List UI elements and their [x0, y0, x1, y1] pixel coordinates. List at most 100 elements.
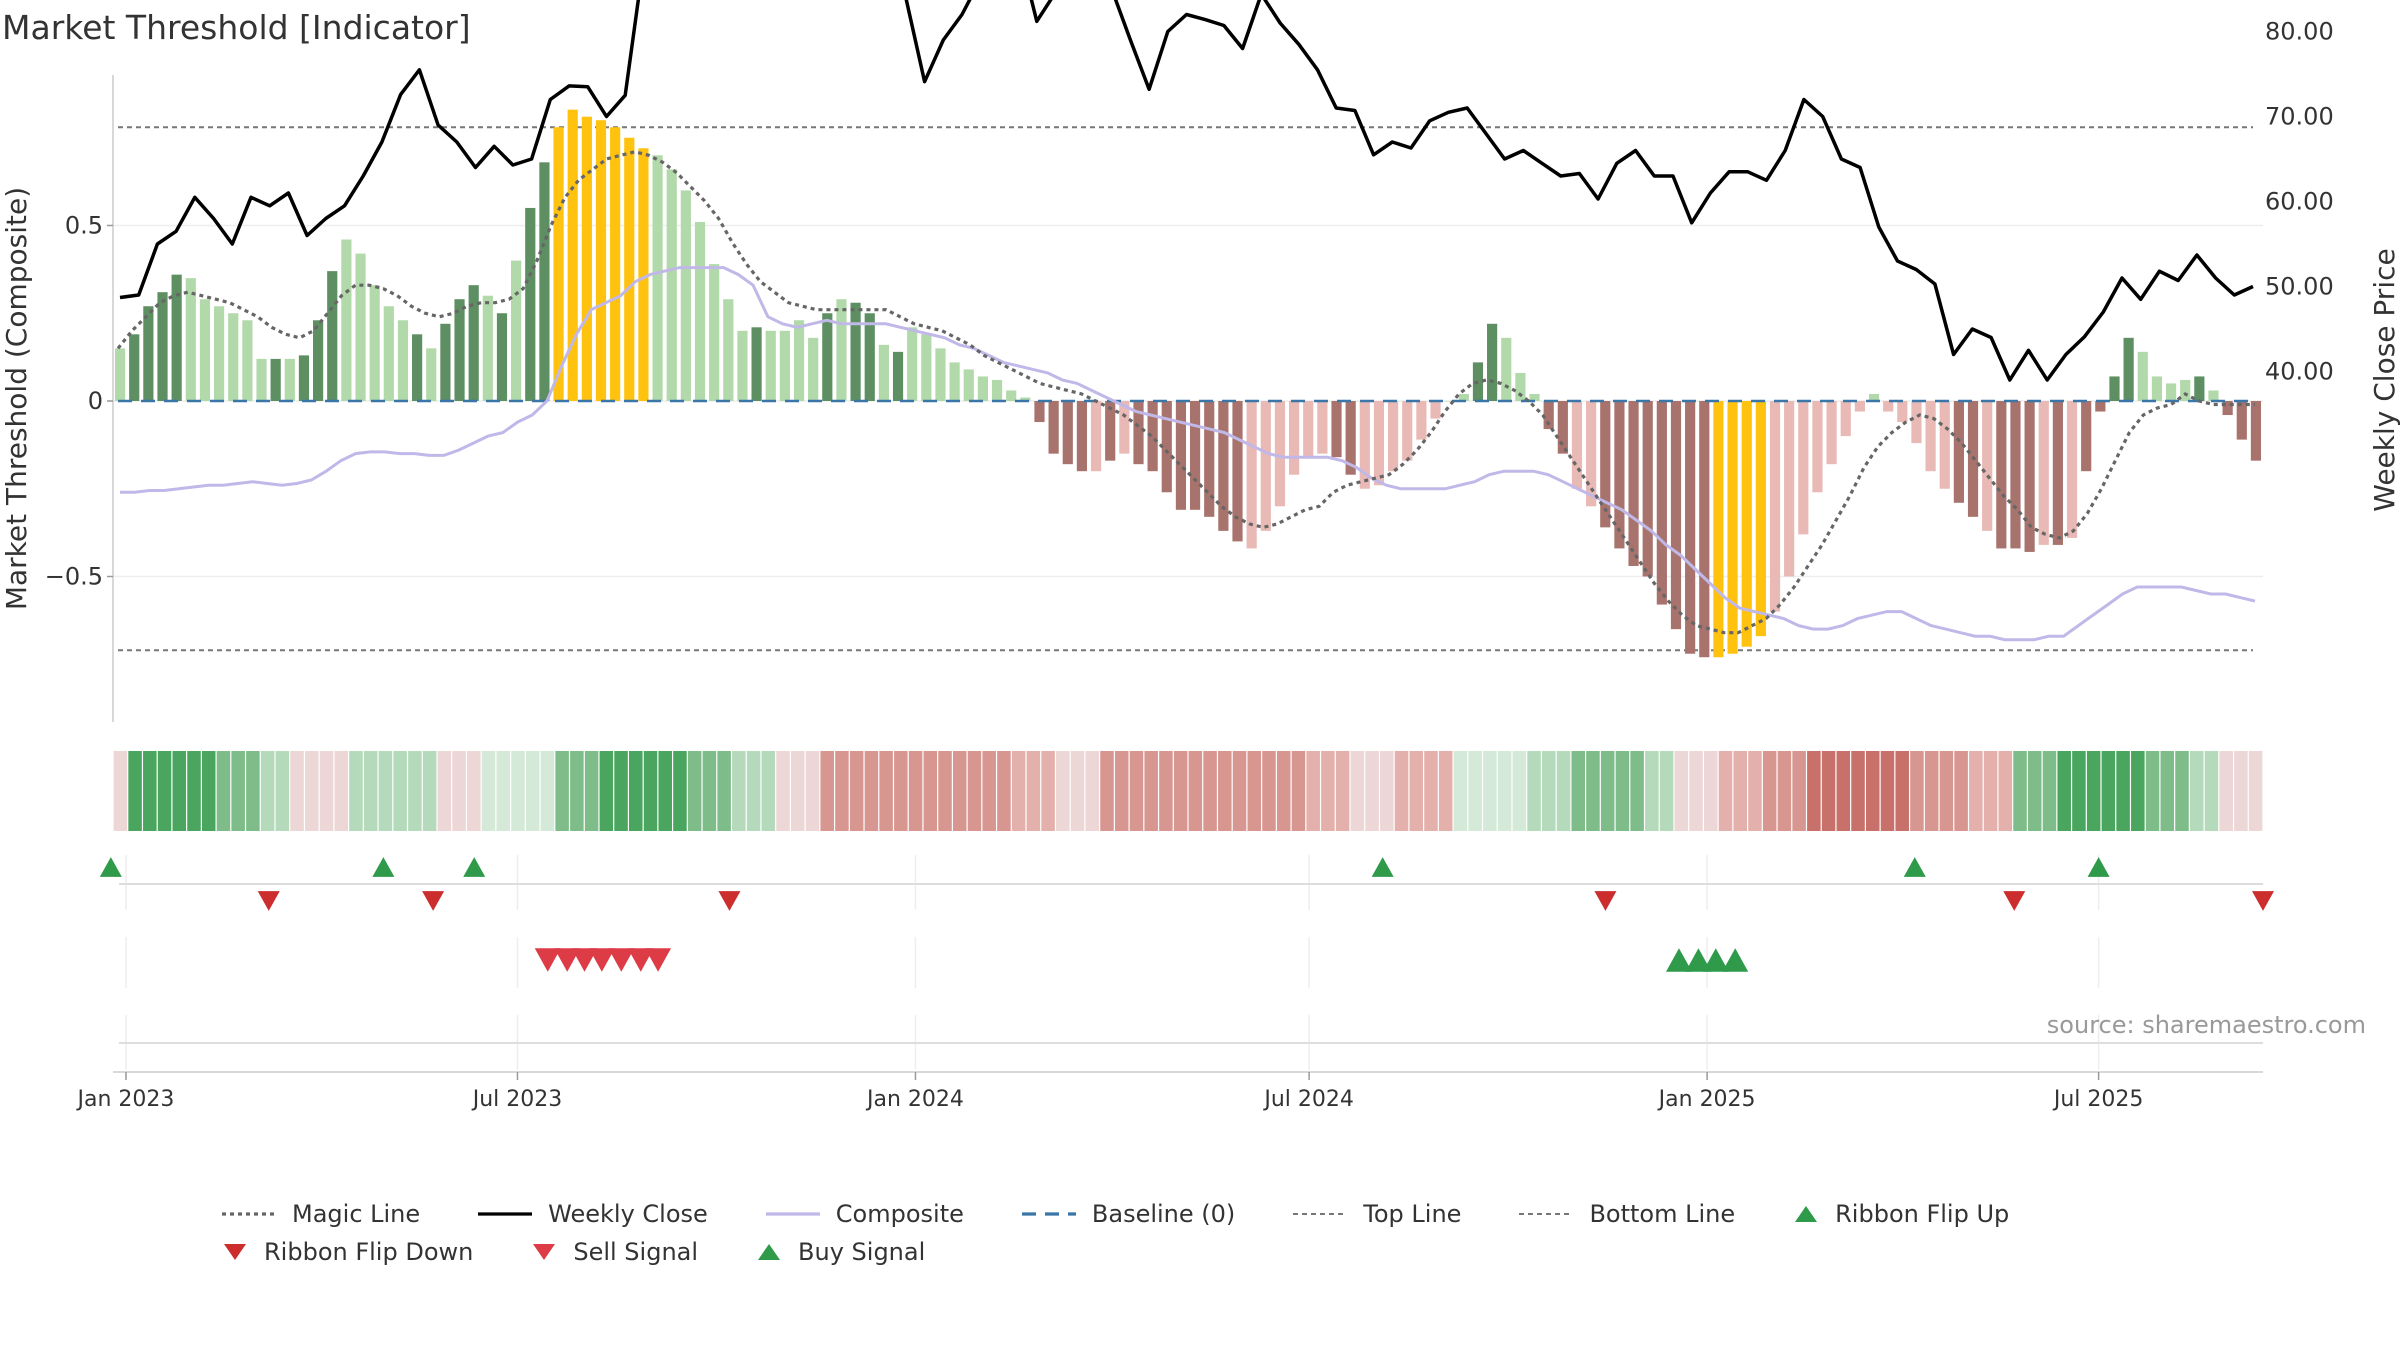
composite-bar [1854, 401, 1865, 412]
ribbon-cell [1851, 751, 1865, 831]
composite-bar [1331, 401, 1342, 458]
legend-label: Sell Signal [573, 1238, 699, 1266]
composite-bar [553, 127, 564, 401]
ribbon-cell [540, 751, 555, 831]
ribbon-cell [570, 751, 584, 831]
ribbon-cell [393, 751, 407, 831]
ribbon-cell [496, 751, 511, 831]
ribbon-cell [1807, 751, 1821, 831]
ribbon-cell [1262, 751, 1276, 831]
ribbon-cell [437, 751, 452, 831]
composite-bar [2151, 376, 2163, 401]
legend-swatch-icon [478, 1212, 533, 1216]
ribbon-cell [1880, 751, 1895, 831]
ribbon-cell [1218, 751, 1232, 831]
composite-bar [1571, 401, 1583, 489]
ribbon-cell [805, 751, 820, 831]
ribbon-cell [1821, 751, 1836, 831]
legend-label: Top Line [1363, 1200, 1462, 1228]
ribbon-cell [128, 751, 142, 831]
composite-bar [1996, 401, 2007, 549]
composite-bar [1868, 393, 1880, 401]
legend-swatch-icon [1293, 1213, 1348, 1215]
composite-bar [1189, 401, 1201, 510]
composite-bar [624, 137, 635, 401]
ribbon-cell [732, 751, 746, 831]
ribbon-cell [894, 751, 908, 831]
composite-bar [1034, 401, 1045, 423]
ribbon-cell [1586, 751, 1600, 831]
sell-signal-marker [534, 948, 561, 972]
x-tick-label: Jan 2025 [1657, 1087, 1756, 1112]
ribbon-cell [1144, 751, 1158, 831]
ribbon-cell [2131, 751, 2145, 831]
composite-bar [1048, 401, 1059, 454]
legend-swatch-icon [533, 1244, 556, 1260]
ribbon-cell [481, 751, 496, 831]
ribbon-cell [467, 751, 481, 831]
composite-bar [1359, 401, 1370, 489]
ribbon-cell [334, 751, 349, 831]
composite-bar [765, 330, 776, 401]
composite-bar [341, 239, 352, 401]
ribbon-cell [275, 751, 290, 831]
composite-bar [1204, 401, 1215, 517]
y2-tick-label: 60.00 [2265, 188, 2334, 216]
ribbon-cell [1453, 751, 1468, 831]
ribbon-cell [1556, 751, 1571, 831]
ribbon-cell [1380, 751, 1394, 831]
composite-bar [779, 330, 790, 401]
ribbon-cell [1645, 751, 1659, 831]
legend-label: Weekly Close [548, 1200, 708, 1228]
ribbon-cell [1924, 751, 1939, 831]
ribbon-flip-down-marker [2252, 891, 2274, 911]
composite-bar [1826, 401, 1837, 465]
composite-bar [1515, 372, 1526, 401]
ribbon-cell [113, 751, 128, 831]
ribbon-cell [172, 751, 187, 831]
ribbon-cell [2057, 751, 2071, 831]
ribbon-cell [761, 751, 776, 831]
signal-markers [99, 857, 2274, 1044]
composite-bar [1642, 401, 1653, 577]
composite-bar [694, 221, 706, 401]
y2-tick-label: 50.00 [2265, 273, 2334, 301]
ribbon-cell [1409, 751, 1424, 831]
guide-lines [118, 126, 2253, 652]
ribbon-cell [1689, 751, 1703, 831]
y2-axis-label: Weekly Close Price [2368, 248, 2400, 511]
composite-bar [652, 155, 663, 401]
ribbon-cell [1335, 751, 1350, 831]
x-tick-label: Jan 2023 [76, 1087, 175, 1112]
legend-row: Magic Line Weekly Close Composite Baseline … [220, 1195, 2380, 1233]
composite-bar [793, 320, 805, 401]
ribbon-cell [952, 751, 967, 831]
ribbon-cell [2219, 751, 2233, 831]
ribbon-cell [584, 751, 599, 831]
legend-item-composite: Composite [764, 1200, 964, 1228]
composite-line [120, 266, 2256, 642]
composite-bar [412, 334, 423, 401]
legend-item-sell: Sell Signal [529, 1238, 698, 1266]
composite-bar [1444, 401, 1455, 402]
composite-bar [963, 369, 974, 401]
ribbon-flip-up-marker [372, 857, 395, 877]
composite-bar [1600, 401, 1611, 528]
composite-bar [313, 320, 324, 401]
composite-bar [1953, 401, 1964, 503]
composite-bar [1133, 401, 1144, 465]
ribbon-cell [1129, 751, 1144, 831]
ribbon-cell [1188, 751, 1203, 831]
ribbon-cell [1070, 751, 1085, 831]
ribbon-cell [1394, 751, 1409, 831]
composite-bar [157, 292, 168, 401]
ribbon-cell [1718, 751, 1733, 831]
x-tick-label: Jul 2023 [471, 1087, 563, 1112]
ribbon-cell [2189, 751, 2204, 831]
ribbon-cell [260, 751, 275, 831]
ribbon-flip-down-marker [718, 891, 741, 911]
composite-bar [1769, 401, 1781, 612]
composite-bar [454, 299, 465, 401]
ribbon-cell [1041, 751, 1055, 831]
ribbon-cell [1998, 751, 2013, 831]
